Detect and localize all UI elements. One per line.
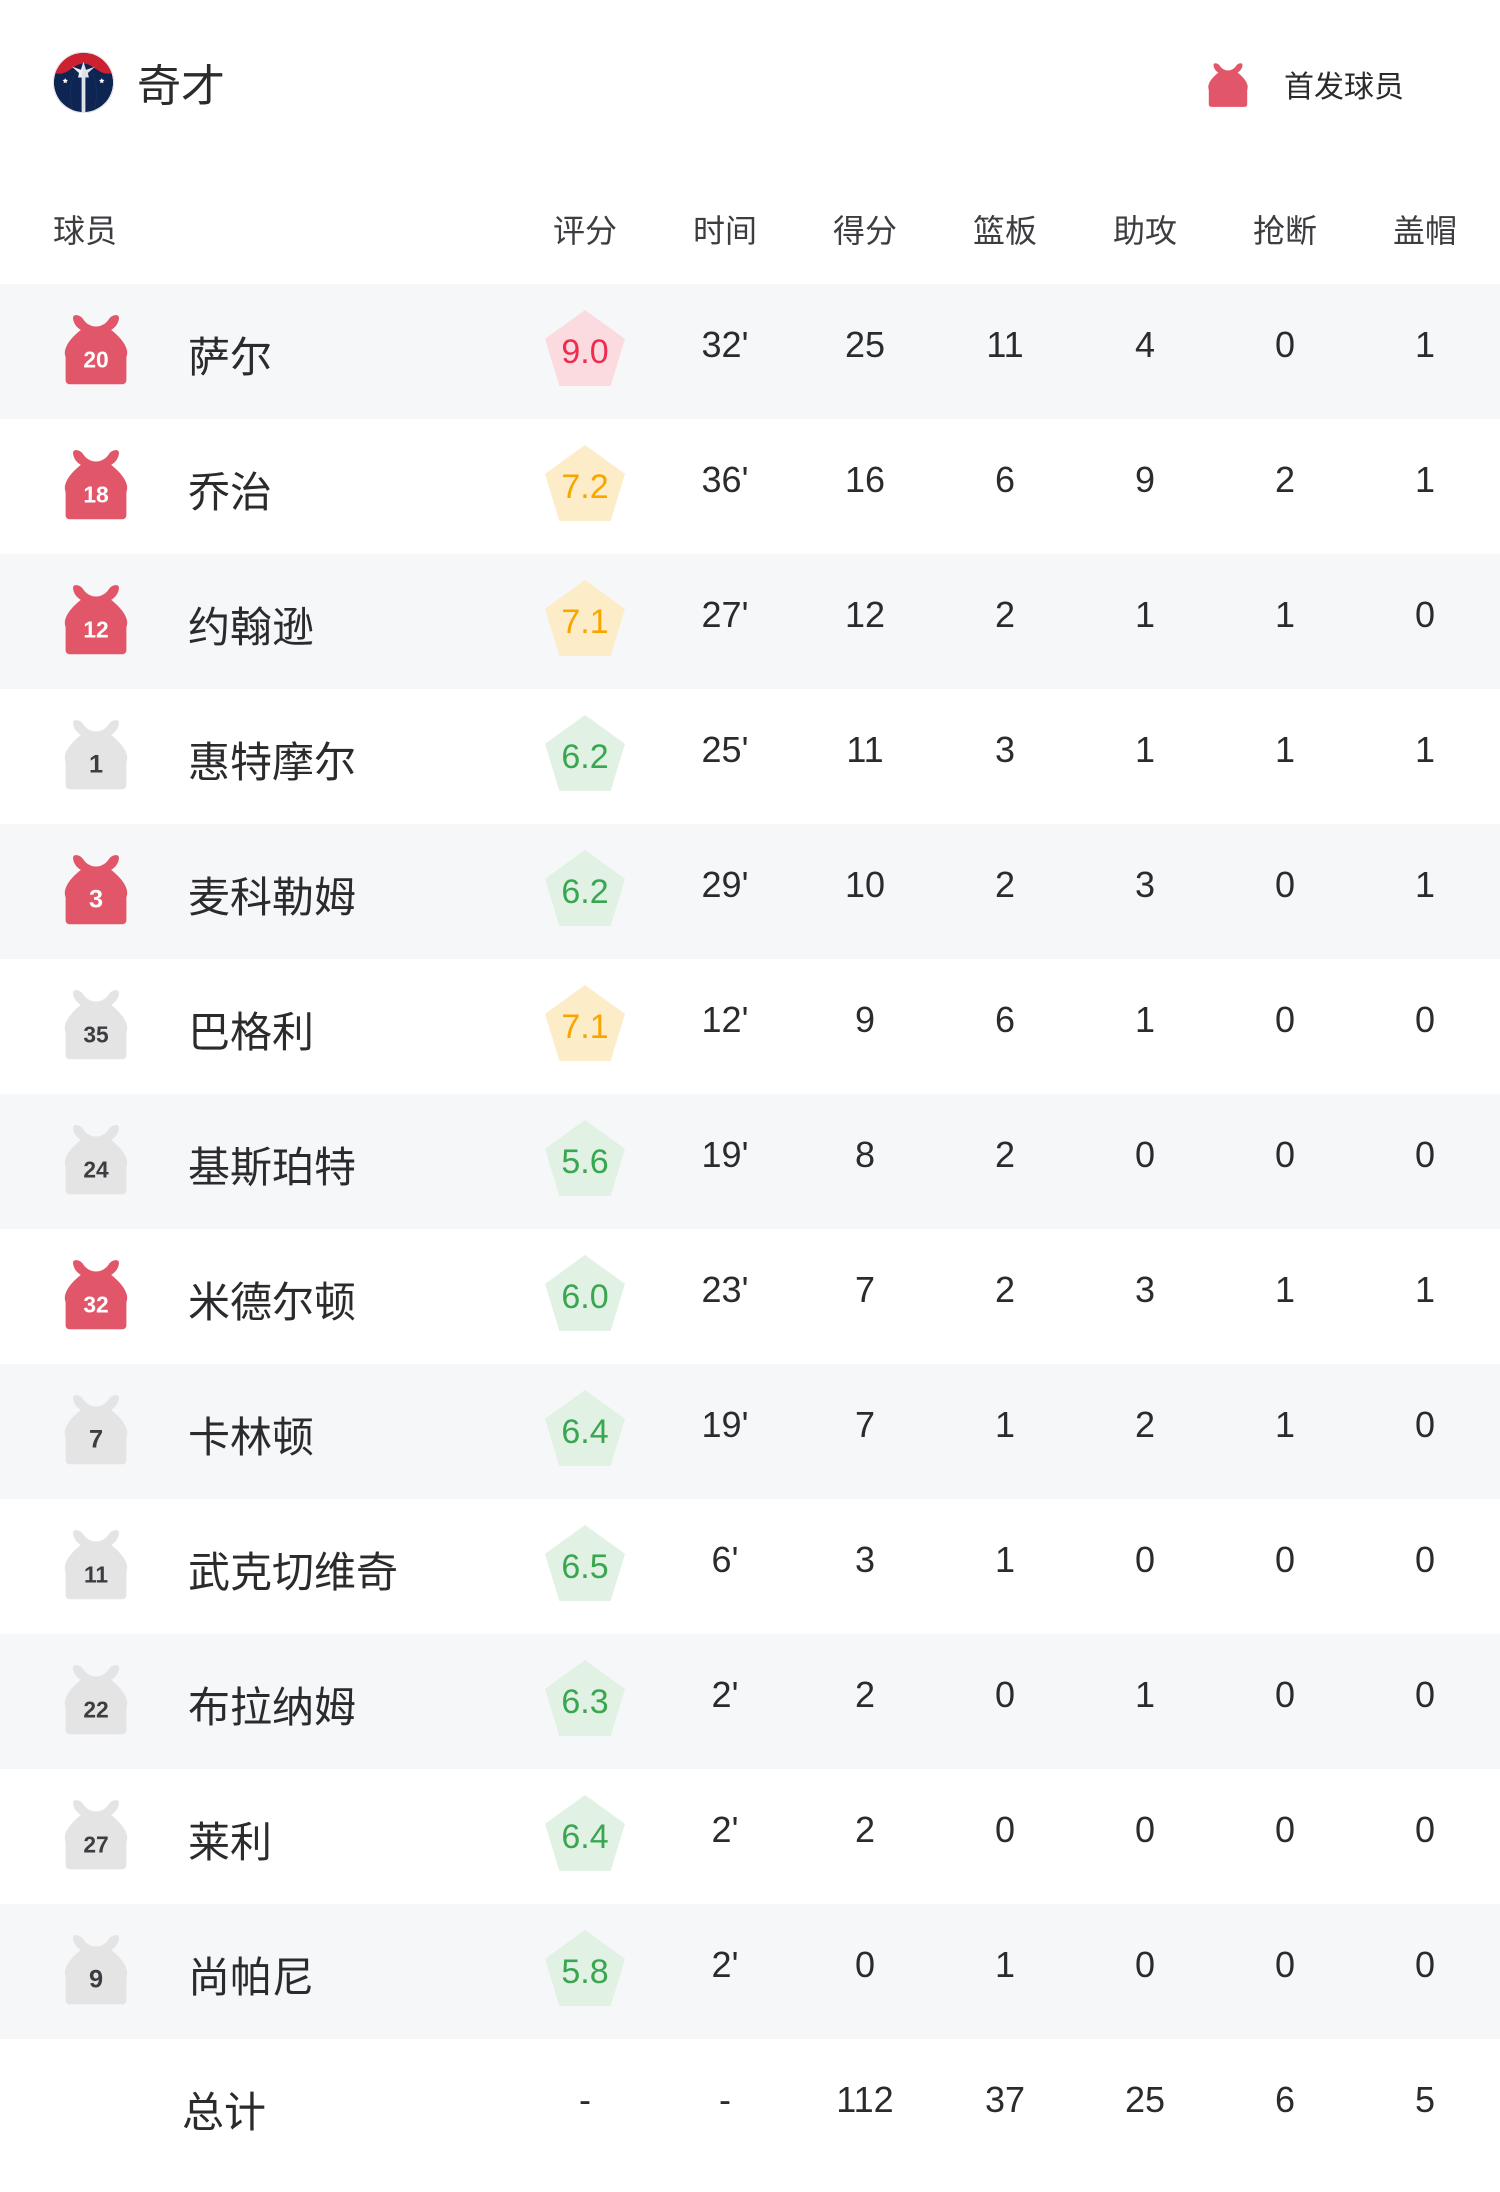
svg-text:18: 18 <box>83 481 108 507</box>
svg-text:12: 12 <box>83 616 108 642</box>
svg-text:35: 35 <box>83 1021 109 1047</box>
svg-text:27: 27 <box>83 1831 108 1857</box>
svg-text:7: 7 <box>89 1425 103 1453</box>
svg-text:11: 11 <box>84 1561 108 1587</box>
svg-text:9: 9 <box>89 1965 103 1993</box>
svg-text:24: 24 <box>83 1156 109 1182</box>
svg-text:22: 22 <box>83 1696 108 1722</box>
svg-text:20: 20 <box>83 346 108 372</box>
svg-text:3: 3 <box>89 885 103 913</box>
svg-text:32: 32 <box>83 1291 108 1317</box>
svg-text:1: 1 <box>89 750 103 778</box>
